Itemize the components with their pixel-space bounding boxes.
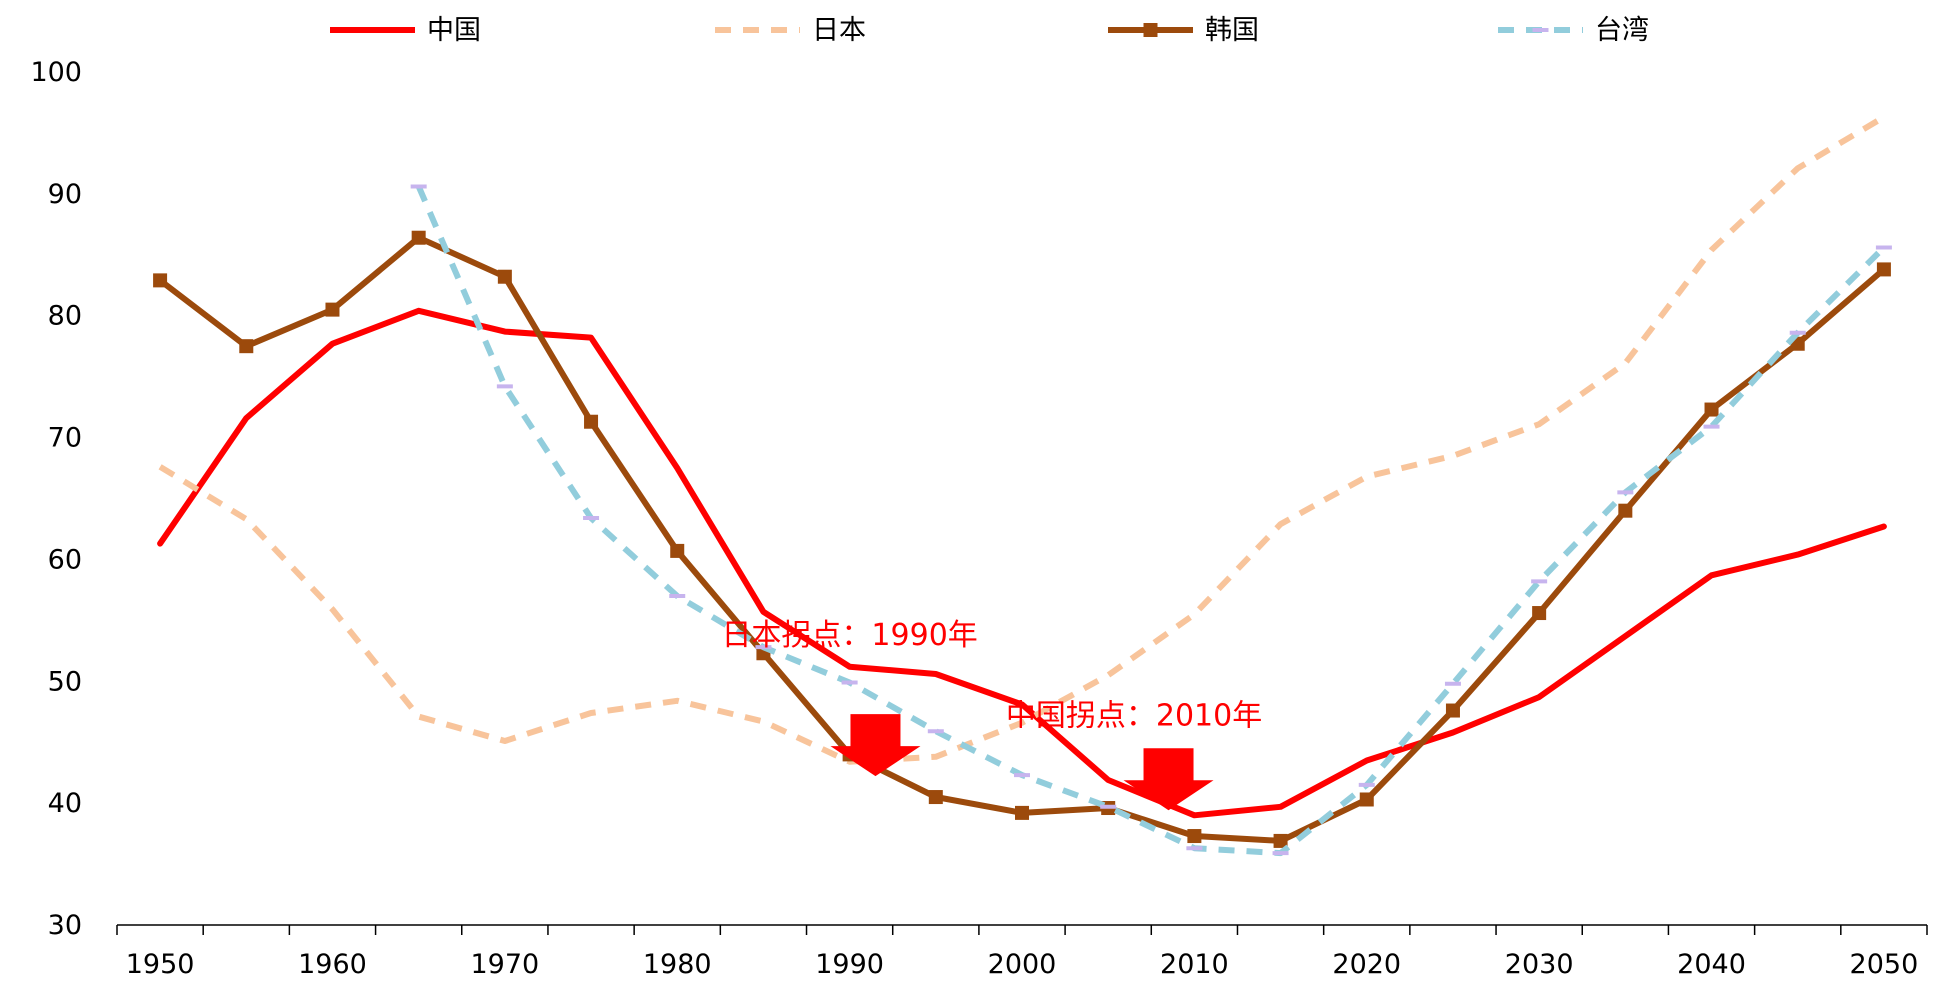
x-tick-label: 1950 [126, 949, 195, 980]
data-point-2 [239, 339, 254, 354]
data-point-2 [325, 302, 340, 317]
x-tick-label: 2030 [1505, 949, 1574, 980]
data-point-2 [1876, 262, 1891, 277]
legend-label: 中国 [427, 15, 481, 46]
x-tick-label: 2020 [1332, 949, 1401, 980]
y-tick-label: 80 [48, 301, 82, 332]
annotation-arrow-icon [830, 714, 921, 777]
data-point-2 [1015, 805, 1029, 820]
x-tick-label: 1980 [643, 949, 712, 980]
x-tick-label: 1970 [470, 949, 539, 980]
data-point-2 [1532, 606, 1547, 621]
data-point-2 [1618, 503, 1633, 518]
series-line-3 [415, 185, 1887, 857]
series-line-1 [158, 114, 1886, 765]
legend-label: 台湾 [1595, 15, 1649, 46]
y-tick-label: 40 [48, 788, 82, 819]
data-point-2 [928, 790, 943, 805]
series-layer [153, 114, 1892, 857]
data-point-2 [1704, 402, 1719, 417]
annotation-arrow-icon [1123, 748, 1214, 811]
data-point-2 [1445, 703, 1460, 718]
y-tick-label: 100 [30, 57, 82, 88]
legend-label: 韩国 [1205, 15, 1259, 46]
legend-label: 日本 [812, 15, 866, 46]
y-tick-label: 30 [48, 910, 82, 941]
series-line-0 [157, 307, 1887, 819]
x-tick-label: 1960 [298, 949, 367, 980]
data-point-2 [670, 543, 685, 558]
data-point-2 [1359, 792, 1374, 807]
x-tick-label: 1990 [815, 949, 884, 980]
y-tick-label: 60 [48, 544, 82, 575]
x-tick-label: 2000 [988, 949, 1057, 980]
data-point-2 [153, 273, 168, 288]
data-point-2 [1187, 829, 1202, 844]
y-tick-label: 50 [48, 666, 82, 697]
y-tick-label: 70 [48, 423, 82, 454]
x-tick-label: 2050 [1850, 949, 1919, 980]
legend-marker [1143, 23, 1158, 37]
y-tick-label: 90 [48, 179, 82, 210]
data-point-2 [497, 269, 512, 284]
annotation-text: 日本拐点：1990年 [721, 618, 977, 653]
annotation-text: 中国拐点：2010年 [1006, 698, 1262, 733]
x-tick-label: 2010 [1160, 949, 1229, 980]
data-point-2 [584, 414, 599, 429]
data-point-2 [411, 230, 426, 245]
series-line-2 [157, 234, 1887, 844]
axes: 1950 1960 1970 1980 1990 2000 2010 2020 2030 2040… [30, 57, 1928, 980]
legend: 中国 日本 韩国 台湾 [330, 15, 1649, 46]
x-tick-label: 2040 [1677, 949, 1746, 980]
data-point-2 [1273, 833, 1288, 848]
